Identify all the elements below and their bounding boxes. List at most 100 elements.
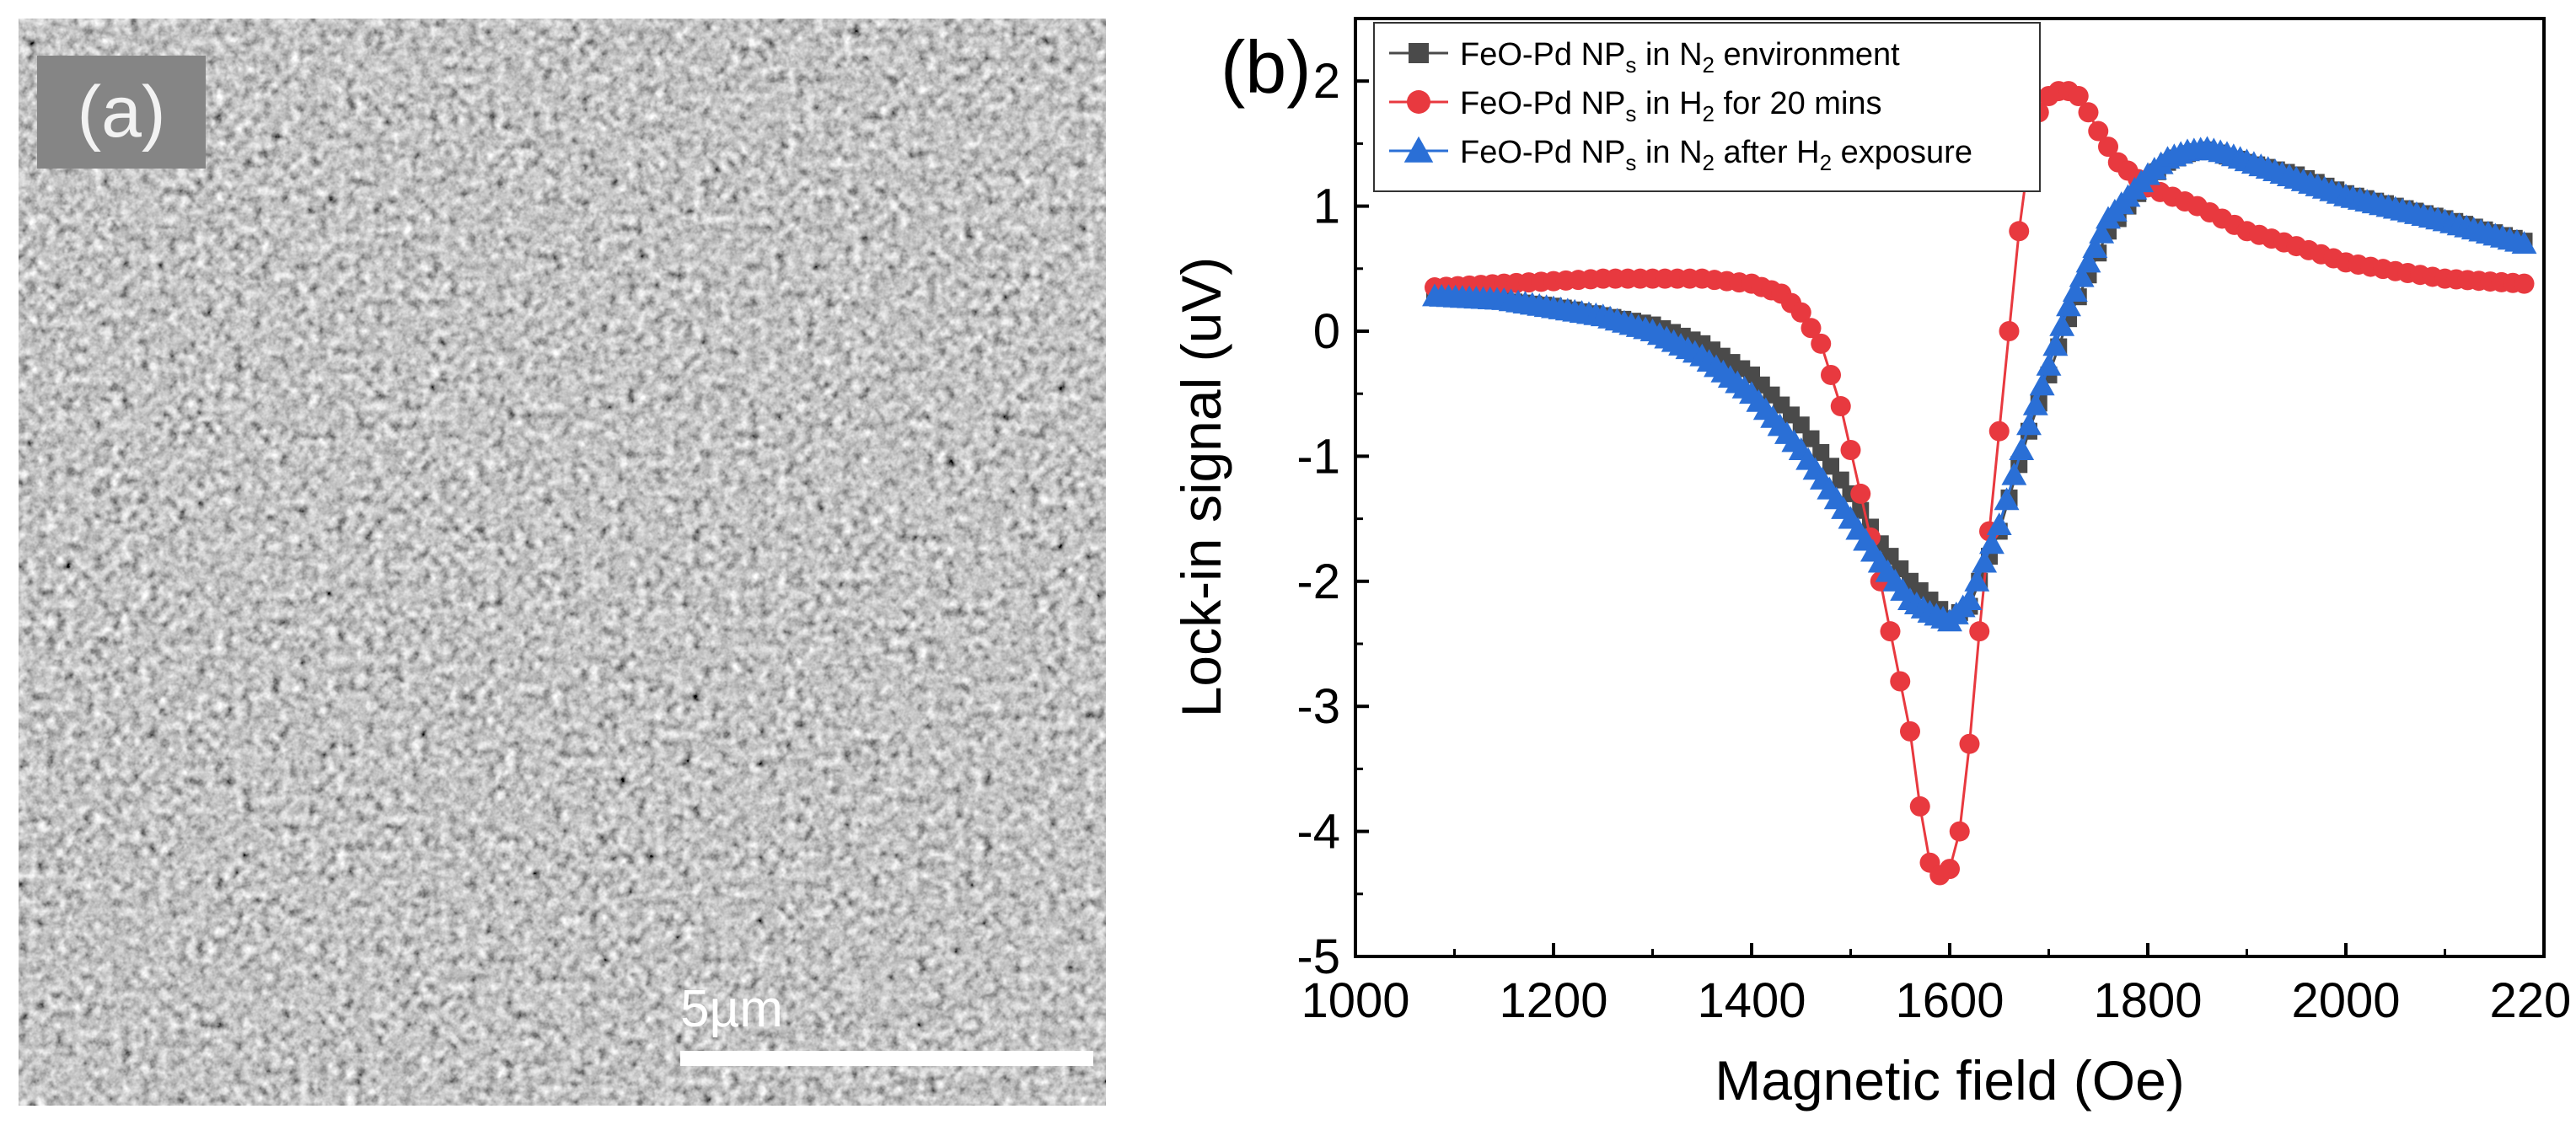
x-tick-label: 1600 <box>1895 973 2004 1028</box>
y-tick-label: -2 <box>1296 554 1340 609</box>
data-point <box>1949 821 1970 842</box>
data-point <box>1994 487 2020 511</box>
data-point <box>1900 721 1920 742</box>
data-point <box>1832 471 1849 489</box>
data-point <box>1812 443 1830 461</box>
legend-marker <box>1409 43 1429 63</box>
data-point <box>1822 458 1839 475</box>
data-point <box>2009 221 2030 242</box>
series-3 <box>1422 136 2537 632</box>
data-point <box>2022 392 2048 415</box>
lock-in-chart: (b) 1000120014001600180020002200 -5-4-3-… <box>1170 17 2571 1112</box>
series-layer <box>1422 81 2537 886</box>
data-point <box>2001 462 2027 485</box>
legend-text: after H <box>1715 135 1820 170</box>
data-point <box>2088 121 2109 142</box>
data-point <box>1880 621 1901 642</box>
data-point <box>1986 512 2012 535</box>
data-point <box>2042 333 2069 356</box>
legend-subscript: s <box>1625 52 1636 78</box>
data-point <box>2016 412 2042 436</box>
y-tick-label: -1 <box>1296 429 1340 484</box>
legend-label: FeO-Pd NPs in N2 environment <box>1460 37 1900 78</box>
y-tick-label: 0 <box>1313 304 1340 359</box>
data-point <box>2511 231 2537 254</box>
legend-box <box>1373 22 2041 192</box>
data-point <box>1790 302 1811 323</box>
x-tick-label: 1800 <box>2093 973 2202 1028</box>
data-point <box>2069 264 2095 287</box>
legend-text: FeO-Pd NP <box>1460 135 1625 170</box>
series-2 <box>1425 81 2535 886</box>
data-point <box>2075 249 2101 273</box>
data-point <box>1956 587 1983 611</box>
legend-text: in N <box>1636 37 1702 72</box>
x-tick-label: 1400 <box>1697 973 1806 1028</box>
data-point <box>2068 86 2089 107</box>
data-point <box>2036 352 2062 376</box>
x-tick-label: 2200 <box>2489 973 2571 1028</box>
sem-micrograph <box>19 19 1106 1106</box>
legend-text: in N <box>1636 135 1702 170</box>
scale-bar-label: 5µm <box>680 980 783 1038</box>
data-point <box>1830 396 1851 417</box>
data-point <box>1840 439 1861 460</box>
data-point <box>1802 430 1820 447</box>
data-point <box>1972 549 1998 573</box>
legend-text: exposure <box>1832 135 1972 170</box>
data-point <box>2514 273 2535 294</box>
legend-subscript: s <box>1625 150 1636 175</box>
legend-subscript: s <box>1625 101 1636 126</box>
data-point <box>1959 733 1980 754</box>
legend-subscript: 2 <box>1703 150 1715 175</box>
y-tick-label: -4 <box>1296 805 1340 860</box>
data-point <box>2082 235 2108 259</box>
x-axis: 1000 1200 1400 1600 1800 2000 2200 <box>1301 943 2571 1028</box>
data-point <box>2009 437 2035 460</box>
data-point <box>1969 621 1990 642</box>
legend-text: FeO-Pd NP <box>1460 86 1625 121</box>
legend-text: for 20 mins <box>1715 86 1882 121</box>
data-point <box>1909 796 1930 817</box>
series-line <box>1434 148 2525 621</box>
y-axis-label: Lock-in signal (uV) <box>1170 257 1232 718</box>
x-tick-label: 2000 <box>2291 973 2400 1028</box>
y-tick-label: 2 <box>1313 54 1340 109</box>
legend-label: FeO-Pd NPs in H2 for 20 mins <box>1460 86 1882 126</box>
legend-text: in H <box>1636 86 1702 121</box>
series-line <box>1434 147 2525 624</box>
data-point <box>2062 279 2088 302</box>
data-point <box>2078 102 2099 123</box>
data-point <box>1890 671 1911 692</box>
data-point <box>1850 483 1871 504</box>
y-axis: -5 -4 -3 -2 -1 0 1 2 <box>1296 17 1369 984</box>
legend-subscript: 2 <box>1820 150 1832 175</box>
data-point <box>2098 137 2118 158</box>
data-point <box>1801 318 1822 339</box>
legend-text: environment <box>1715 37 1900 72</box>
x-axis-label: Magnetic field (Oe) <box>1715 1049 2185 1112</box>
data-point <box>1792 416 1810 434</box>
scale-bar <box>680 1051 1093 1066</box>
data-point <box>1964 568 1990 592</box>
data-point <box>2056 293 2081 317</box>
data-point <box>2089 220 2115 244</box>
y-tick-label: -5 <box>1296 929 1340 984</box>
legend-text: FeO-Pd NP <box>1460 37 1625 72</box>
panel-b-label: (b) <box>1221 25 1312 109</box>
data-point <box>1978 531 2004 554</box>
panel-a-label: (a) <box>37 56 206 169</box>
data-point <box>1811 333 1832 354</box>
legend-subscript: 2 <box>1703 52 1715 78</box>
data-point <box>1821 364 1841 385</box>
y-tick-label: -3 <box>1296 679 1340 734</box>
legend-subscript: 2 <box>1703 101 1715 126</box>
x-tick-label: 1000 <box>1301 973 1409 1028</box>
data-point <box>1999 321 2020 341</box>
series-1 <box>1426 141 2533 628</box>
data-point <box>1988 421 2010 442</box>
sem-image-panel: (a) 5µm <box>19 19 1106 1106</box>
legend-marker <box>1407 90 1430 114</box>
y-tick-label: 1 <box>1313 179 1340 234</box>
